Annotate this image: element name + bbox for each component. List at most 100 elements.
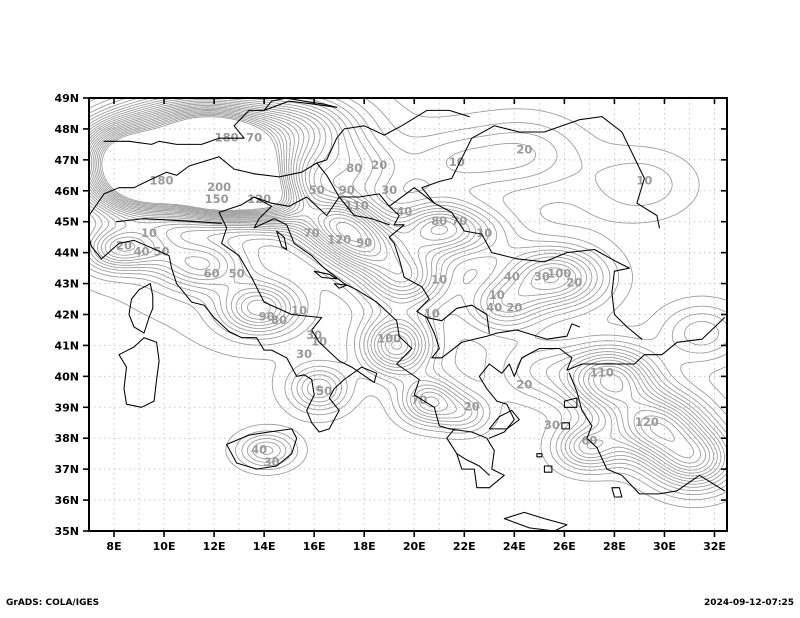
- contour-level-170: [90, 108, 370, 248]
- contour-value-label: 10: [424, 307, 440, 321]
- contour-value-label: 20: [464, 399, 480, 413]
- contour-level-50: [89, 98, 727, 488]
- x-tick-label: 18E: [353, 540, 376, 553]
- contour-value-label: 120: [327, 232, 351, 246]
- y-tick-label: 42N: [54, 309, 79, 322]
- contour-level-80: [89, 98, 722, 480]
- contour-value-label: 50: [229, 266, 245, 280]
- x-tick-label: 24E: [503, 540, 526, 553]
- chart-footer: GrADS: COLA/IGES 2024-09-12-07:25: [0, 595, 800, 618]
- contour-level-190: [94, 111, 292, 215]
- x-tick-label: 26E: [553, 540, 576, 553]
- x-tick-label: 16E: [303, 540, 326, 553]
- contour-level-120: [89, 102, 707, 468]
- contour-value-label: 10: [291, 304, 307, 318]
- axis-ticks: [83, 97, 727, 537]
- contour-value-label: 20: [371, 158, 387, 172]
- contour-value-label: 10: [489, 288, 505, 302]
- contour-value-label: 90: [339, 183, 355, 197]
- contour-value-label: 100: [377, 331, 401, 345]
- contour-value-label: 110: [345, 198, 369, 212]
- contour-level-150: [89, 106, 675, 442]
- x-tick-label: 14E: [253, 540, 276, 553]
- contour-level-30: [89, 98, 727, 496]
- contour-level-90: [89, 98, 718, 477]
- contour-value-label: 80: [346, 161, 362, 175]
- contour-value-label: 20: [116, 239, 132, 253]
- contour-level-230: [101, 116, 283, 211]
- x-tick-label: 20E: [403, 540, 426, 553]
- contour-value-label: 90: [259, 310, 275, 324]
- y-tick-label: 47N: [54, 154, 79, 167]
- x-tick-label: 32E: [703, 540, 726, 553]
- y-tick-label: 39N: [54, 401, 79, 414]
- contour-value-label: 60: [204, 266, 220, 280]
- contour-value-label: 10: [636, 174, 652, 188]
- y-tick-label: 44N: [54, 247, 79, 260]
- contour-value-label: 10: [431, 273, 447, 287]
- x-tick-label: 12E: [203, 540, 226, 553]
- contour-value-label: 30: [264, 455, 280, 469]
- y-tick-label: 40N: [54, 370, 79, 383]
- contour-value-label: 40: [396, 205, 412, 219]
- contour-value-label: 20: [566, 276, 582, 290]
- y-tick-label: 36N: [54, 494, 79, 507]
- contour-level-70: [89, 98, 726, 482]
- contour-value-label: 200: [207, 180, 231, 194]
- y-tick-label: 49N: [54, 92, 79, 105]
- contour-level-130: [89, 103, 702, 464]
- y-tick-label: 37N: [54, 463, 79, 476]
- contour-value-label: 70: [304, 226, 320, 240]
- contour-value-label: 90: [356, 235, 372, 249]
- contour-level-160: [89, 107, 376, 253]
- y-tick-label: 46N: [54, 185, 79, 198]
- contour-level-40: [89, 98, 727, 492]
- contour-value-label: 30: [296, 347, 312, 361]
- contour-value-label: 100: [547, 266, 571, 280]
- contour-value-label: 80: [271, 313, 287, 327]
- x-tick-label: 30E: [653, 540, 676, 553]
- y-tick-label: 41N: [54, 339, 79, 352]
- contour-level-140: [89, 104, 695, 459]
- contour-value-label: 10: [449, 155, 465, 169]
- x-tick-label: 22E: [453, 540, 476, 553]
- contour-value-label: 10: [141, 226, 157, 240]
- contour-value-label: 50: [309, 183, 325, 197]
- contour-value-label: 40: [134, 245, 150, 259]
- y-tick-label: 38N: [54, 432, 79, 445]
- contour-level-110: [89, 100, 711, 471]
- x-axis-tick-labels: 8E 10E 12E 14E 16E 18E 20E 22E 24E 26E 28E 30E 32E: [106, 540, 725, 553]
- contour-level-100: [89, 99, 715, 474]
- coastlines-and-borders: [89, 98, 726, 531]
- contour-value-label: 20: [516, 143, 532, 157]
- contour-value-label: 180: [150, 174, 174, 188]
- y-tick-label: 48N: [54, 123, 79, 136]
- y-tick-label: 45N: [54, 216, 79, 229]
- contour-value-label: 120: [635, 415, 659, 429]
- x-tick-label: 10E: [153, 540, 176, 553]
- contour-value-label: 20: [506, 300, 522, 314]
- contour-value-label: 50: [316, 384, 332, 398]
- contour-level-220: [99, 115, 285, 212]
- contour-value-label: 10: [476, 226, 492, 240]
- generation-timestamp-label: 2024-09-12-07:25: [704, 598, 794, 608]
- x-tick-label: 8E: [106, 540, 121, 553]
- contour-value-label: 40: [486, 300, 502, 314]
- contour-value-label: 30: [306, 328, 322, 342]
- contour-value-label: 110: [590, 365, 614, 379]
- contour-value-label: 70: [246, 130, 262, 144]
- contour-value-label: 180: [215, 130, 239, 144]
- y-axis-tick-labels: 35N 36N 37N 38N 39N 40N 41N 42N 43N 44N 45N 46N 47N 4…: [54, 92, 79, 538]
- y-tick-label: 35N: [54, 525, 79, 538]
- contour-value-label: 30: [534, 269, 550, 283]
- contour-level-210: [97, 113, 288, 213]
- contour-value-label: 20: [516, 378, 532, 392]
- x-tick-label: 28E: [603, 540, 626, 553]
- contour-value-label: 40: [251, 443, 267, 457]
- credit-label: GrADS: COLA/IGES: [6, 598, 100, 608]
- contour-level-60: [89, 98, 727, 485]
- contour-value-label: 80: [431, 214, 447, 228]
